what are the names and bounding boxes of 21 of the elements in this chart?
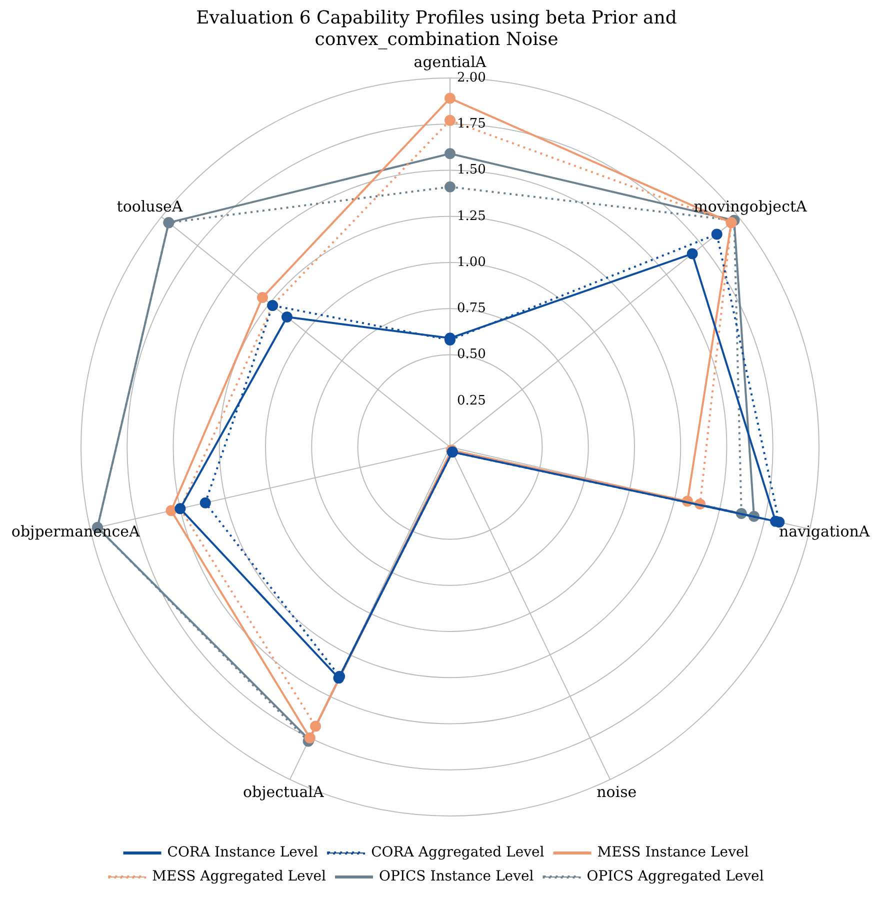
spoke-label: objectualA xyxy=(242,782,324,801)
y-tick-label: 1.75 xyxy=(457,116,486,132)
legend-label: MESS Instance Level xyxy=(597,844,750,861)
spoke-label: movingobjectA xyxy=(694,197,807,216)
spoke-label: noise xyxy=(596,782,637,801)
legend-label: OPICS Aggregated Level xyxy=(586,868,764,885)
legend-label: CORA Instance Level xyxy=(167,844,319,861)
spoke-label: tooluseA xyxy=(116,197,183,216)
y-tick-label: 1.25 xyxy=(457,208,486,224)
legend-label: MESS Aggregated Level xyxy=(152,868,327,885)
y-tick-label: 2.00 xyxy=(457,70,486,86)
y-tick-label: 1.50 xyxy=(457,162,486,178)
y-tick-label: 1.00 xyxy=(457,254,486,270)
legend-label: CORA Aggregated Level xyxy=(371,844,545,861)
spoke-label: navigationA xyxy=(778,522,870,540)
y-tick-label: 0.75 xyxy=(457,301,486,316)
y-tick-label: 0.50 xyxy=(457,347,486,362)
legend-label: OPICS Instance Level xyxy=(379,868,534,885)
chart-title: Evaluation 6 Capability Profiles using beta Prior and convex_combination Noise xyxy=(196,7,677,50)
spoke-label: agentialA xyxy=(414,52,486,71)
y-tick-label: 0.25 xyxy=(457,393,486,408)
